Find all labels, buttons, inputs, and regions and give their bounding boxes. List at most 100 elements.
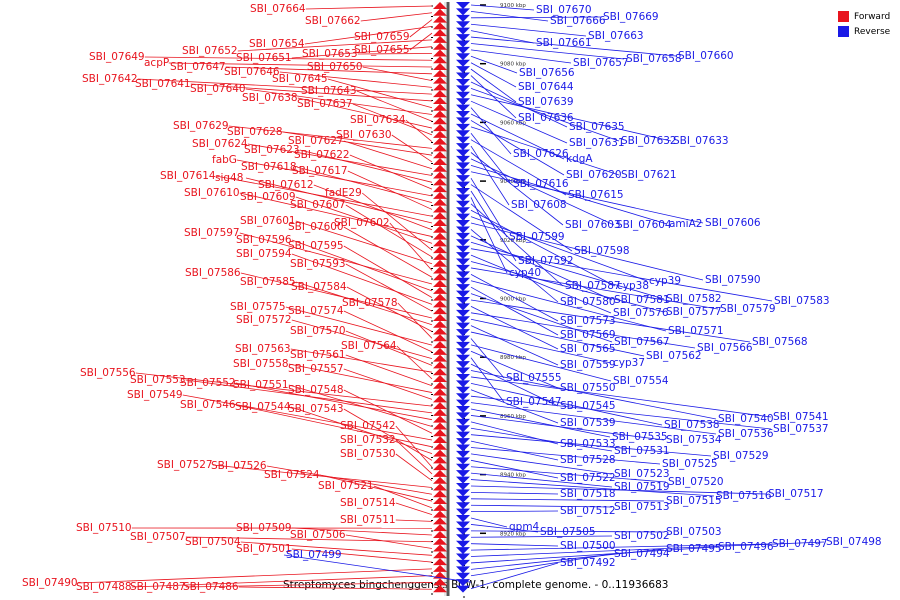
reverse-gene-arrow: [456, 168, 470, 176]
forward-gene-arrow: [433, 415, 447, 423]
reverse-leader-line: [470, 318, 645, 357]
forward-gene-arrow: [433, 537, 447, 545]
reverse-gene-label: SBI_07569: [560, 329, 616, 341]
forward-leader-line: [279, 71, 433, 88]
forward-gene-arrow: [433, 42, 447, 50]
forward-leader-line: [245, 177, 433, 224]
reverse-leader-line: [470, 408, 611, 438]
forward-gene-arrow: [433, 232, 447, 240]
reverse-gene-label: SBI_07537: [773, 423, 829, 435]
reverse-gene-arrow: [456, 508, 470, 516]
forward-leader-line: [389, 222, 433, 271]
reverse-gene-arrow: [456, 245, 470, 253]
reverse-gene-label: SBI_07534: [666, 434, 722, 446]
forward-gene-arrow: [433, 300, 447, 308]
reverse-gene-arrow: [456, 59, 470, 67]
forward-gene-arrow: [433, 15, 447, 23]
reverse-gene-label: SBI_07660: [678, 50, 734, 62]
reverse-gene-label: SBI_07670: [536, 4, 592, 16]
reverse-gene-arrow: [456, 72, 470, 80]
forward-gene-label: SBI_07563: [235, 343, 291, 355]
forward-leader-line: [245, 88, 433, 115]
forward-gene-label: SBI_07532: [340, 434, 396, 446]
forward-leader-line: [305, 5, 433, 10]
reverse-leader-line: [283, 554, 472, 583]
reverse-leader-line: [470, 203, 564, 287]
reverse-gene-label: SBI_07566: [697, 342, 753, 354]
reverse-gene-label: SBI_07669: [603, 11, 659, 23]
reverse-gene-arrow: [456, 252, 470, 260]
forward-leader-line: [313, 184, 433, 231]
reverse-gene-label: SBI_07658: [626, 53, 682, 65]
forward-gene-arrow: [433, 198, 447, 206]
forward-gene-arrow: [433, 63, 447, 71]
reverse-gene-arrow: [456, 91, 470, 99]
reverse-gene-arrow: [456, 329, 470, 337]
forward-leader-line: [131, 575, 433, 588]
forward-gene-label: SBI_07514: [340, 497, 396, 509]
forward-gene-label: SBI_07610: [184, 187, 240, 199]
reverse-gene-label: SBI_07539: [560, 417, 616, 429]
forward-gene-label: acpP: [144, 57, 169, 69]
reverse-gene-arrow: [456, 322, 470, 330]
reverse-gene-arrow: [456, 399, 470, 407]
reverse-leader-line: [470, 286, 559, 336]
forward-leader-line: [345, 263, 433, 312]
reverse-leader-line: [470, 62, 517, 88]
forward-gene-label: SBI_07487: [130, 581, 186, 593]
reverse-gene-label: SBI_07529: [713, 450, 769, 462]
forward-gene-arrow: [433, 469, 447, 477]
forward-gene-label: fadE29: [325, 187, 362, 199]
reverse-gene-label: SBI_07631: [569, 137, 625, 149]
forward-gene-label: SBI_07510: [76, 522, 132, 534]
reverse-gene-arrow: [456, 277, 470, 285]
forward-gene-arrow: [433, 395, 447, 403]
reverse-gene-label: SBI_07661: [536, 37, 592, 49]
reverse-gene-label: SBI_07498: [826, 536, 882, 548]
reverse-leader-line: [470, 229, 559, 303]
reverse-gene-arrow: [456, 515, 470, 523]
reverse-leader-line: [470, 248, 773, 302]
reverse-gene-arrow: [456, 46, 470, 54]
forward-gene-label: SBI_07654: [249, 38, 305, 50]
reverse-leader-line: [470, 466, 667, 483]
reverse-leader-line: [470, 543, 559, 547]
forward-leader-line: [343, 389, 433, 434]
reverse-gene-arrow: [456, 309, 470, 317]
forward-leader-line: [345, 534, 433, 549]
forward-leader-line: [362, 66, 433, 81]
forward-gene-label: SBI_07617: [292, 165, 348, 177]
forward-gene-label: SBI_07586: [185, 267, 241, 279]
reverse-gene-label: SBI_07635: [569, 121, 625, 133]
reverse-gene-label: SBI_07581: [614, 294, 670, 306]
forward-gene-label: SBI_07652: [182, 45, 238, 57]
reverse-leader-line: [470, 254, 612, 314]
reverse-leader-line: [470, 453, 613, 475]
reverse-gene-label: SBI_07554: [613, 375, 669, 387]
forward-leader-line: [291, 46, 433, 59]
scale-label: 8980 kbp: [500, 355, 526, 361]
forward-leader-line: [405, 119, 433, 142]
forward-gene-label: SBI_07628: [227, 126, 283, 138]
forward-leader-line: [391, 134, 433, 163]
reverse-leader-line: [470, 485, 767, 495]
reverse-gene-arrow: [456, 111, 470, 119]
forward-gene-arrow: [433, 368, 447, 376]
reverse-gene-arrow: [456, 207, 470, 215]
reverse-gene-label: SBI_07525: [662, 458, 718, 470]
forward-gene-label: SBI_07551: [233, 379, 289, 391]
reverse-gene-label: SBI_07632: [621, 135, 677, 147]
reverse-gene-arrow: [456, 175, 470, 183]
reverse-gene-label: cyp38: [617, 280, 649, 292]
reverse-gene-arrow: [456, 482, 470, 490]
forward-gene-arrow: [433, 178, 447, 186]
reverse-leader-line: [470, 344, 612, 382]
forward-gene-label: SBI_07602: [334, 217, 390, 229]
reverse-gene-arrow: [456, 200, 470, 208]
reverse-gene-arrow: [456, 98, 470, 106]
reverse-gene-arrow: [456, 361, 470, 369]
forward-gene-label: SBI_07637: [297, 98, 353, 110]
genome-axis-title: Streptomyces bingchenggensis BCW-1, comp…: [283, 579, 668, 591]
forward-gene-arrow: [433, 219, 447, 227]
forward-leader-line: [288, 363, 433, 393]
